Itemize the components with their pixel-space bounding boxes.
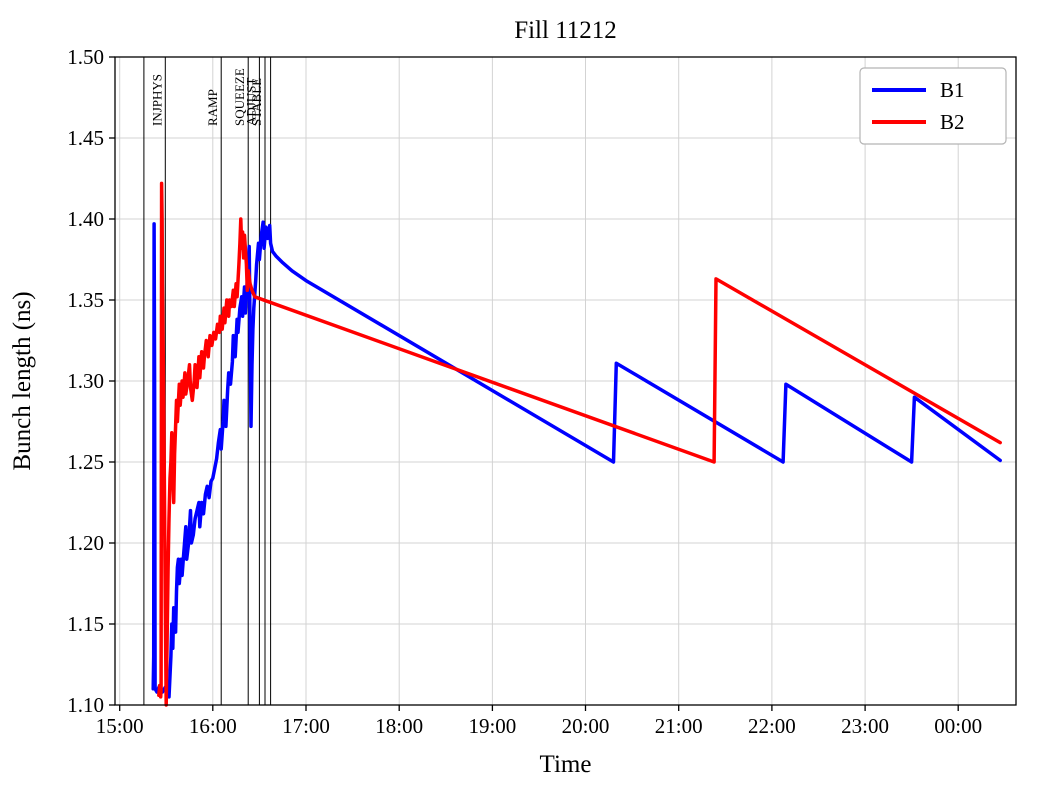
y-tick-label: 1.25 bbox=[67, 450, 104, 474]
event-line-label: RAMP bbox=[205, 89, 220, 126]
x-tick-label: 16:00 bbox=[189, 714, 237, 738]
y-tick-label: 1.15 bbox=[67, 612, 104, 636]
x-tick-label: 22:00 bbox=[748, 714, 796, 738]
x-tick-label: 18:00 bbox=[375, 714, 423, 738]
series-b2-line bbox=[157, 181, 1002, 707]
series-b1-line bbox=[151, 220, 1002, 699]
x-axis-label: Time bbox=[540, 751, 592, 778]
y-tick-label: 1.20 bbox=[67, 531, 104, 555]
x-tick-label: 00:00 bbox=[934, 714, 982, 738]
event-line-label: INJPHYS bbox=[149, 74, 164, 126]
x-tick-label: 20:00 bbox=[562, 714, 610, 738]
legend-label: B2 bbox=[940, 110, 965, 134]
x-tick-label: 23:00 bbox=[841, 714, 889, 738]
y-tick-label: 1.10 bbox=[67, 693, 104, 717]
x-tick-label: 21:00 bbox=[655, 714, 703, 738]
y-tick-label: 1.35 bbox=[67, 288, 104, 312]
y-tick-label: 1.40 bbox=[67, 207, 104, 231]
x-tick-label: 17:00 bbox=[282, 714, 330, 738]
event-line-label: ADJUST bbox=[243, 78, 258, 126]
y-tick-label: 1.30 bbox=[67, 369, 104, 393]
event-line-label: SQUEEZE bbox=[232, 68, 247, 126]
legend-label: B1 bbox=[940, 78, 965, 102]
x-tick-label: 15:00 bbox=[96, 714, 144, 738]
y-tick-label: 1.50 bbox=[67, 45, 104, 69]
legend-box bbox=[859, 67, 1007, 145]
event-line-label: STABLE bbox=[249, 78, 264, 126]
y-axis-label: Bunch length (ns) bbox=[9, 291, 36, 470]
x-tick-label: 19:00 bbox=[468, 714, 516, 738]
y-tick-label: 1.45 bbox=[67, 126, 104, 150]
plot-title: Fill 11212 bbox=[514, 17, 617, 44]
